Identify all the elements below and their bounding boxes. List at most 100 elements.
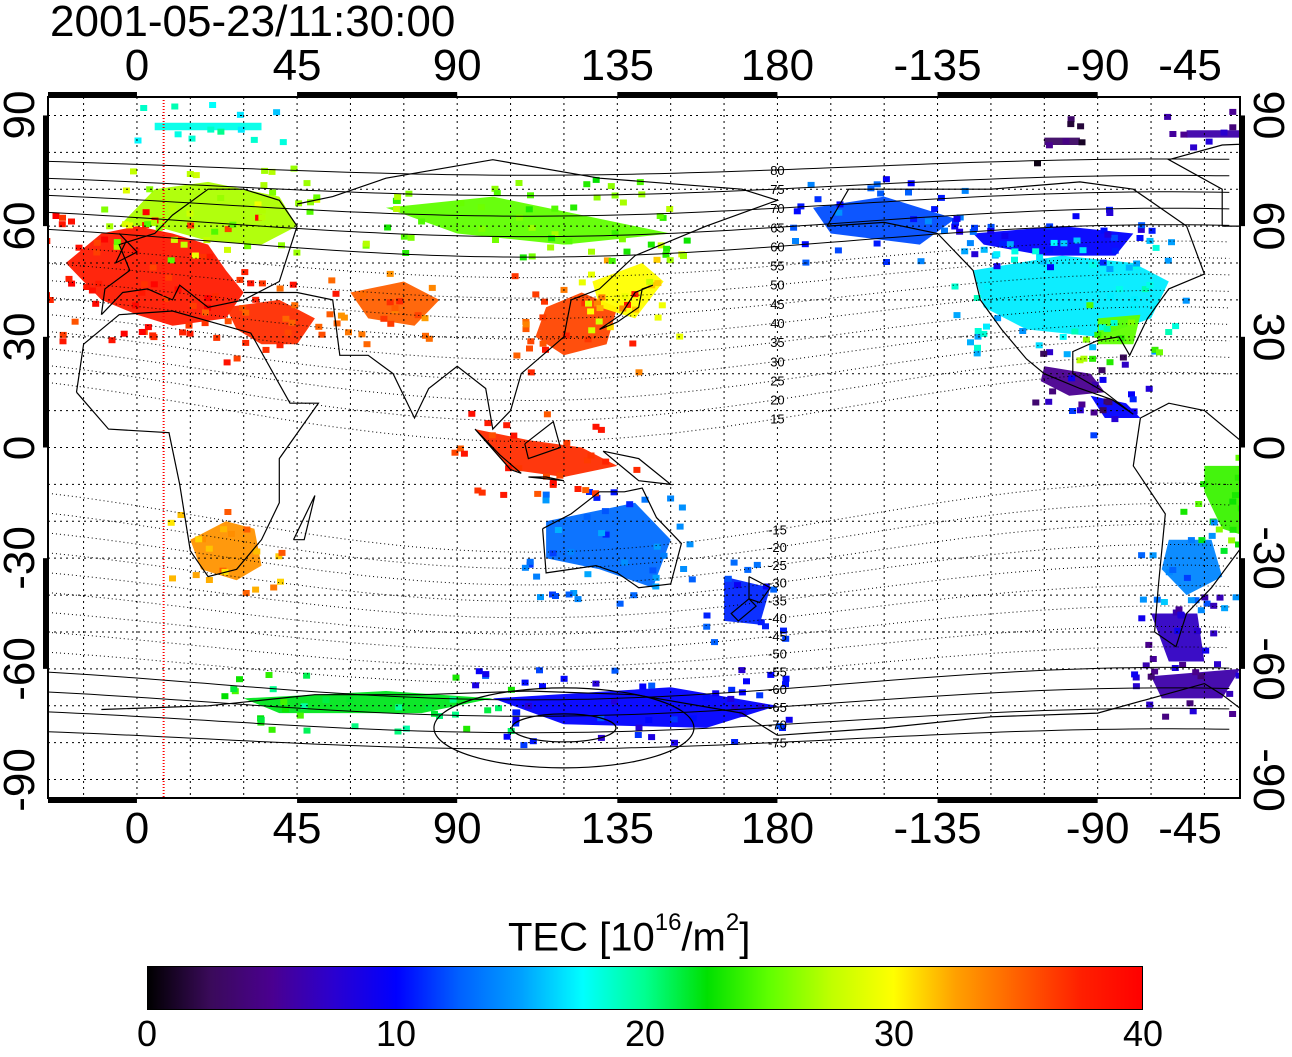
tec-sample [362,240,370,247]
tec-sample [396,298,404,305]
tec-sample [702,694,710,701]
tec-sample [639,683,647,690]
tec-sample [1099,376,1107,383]
map-plot: 80 75 70 65 60 55 50 45 40 35 30 25 20 15 -15 -20 -25 -30… [43,92,1245,803]
tec-sample [1235,672,1240,679]
tec-sample [683,237,691,244]
contour-label: -35 [768,593,787,608]
tec-sample [252,586,260,593]
contour-label: -15 [768,522,787,537]
tec-sample [542,497,550,504]
tec-sample [552,593,559,599]
tec-sample [905,189,912,196]
mlat-contour [48,605,1230,652]
left-latitude-label: -60 [0,637,44,701]
tec-sample [230,686,238,693]
tec-sample [654,280,662,287]
tec-sample [549,479,557,486]
coastline [748,576,772,604]
tec-sample [587,308,595,315]
tec-sample [937,194,945,201]
tec-sample [689,715,697,722]
tec-sample [188,135,196,142]
tec-sample [428,284,436,291]
tec-sample [52,213,60,219]
bottom-longitude-label: 0 [124,804,150,853]
tec-sample [582,487,590,494]
coastline [292,495,316,541]
contour-label: -30 [768,576,787,591]
tec-sample [199,253,207,260]
tec-sample [1192,669,1200,676]
tec-sample [585,300,592,307]
tec-sample [974,328,982,334]
tec-sample [71,318,79,325]
tec-sample [1197,607,1205,614]
tec-sample [570,590,578,596]
bottom-longitude-label: 135 [580,804,655,853]
tec-sample [630,592,638,599]
tec-sample [603,257,611,264]
tec-sample [322,697,330,704]
tec-sample [296,712,304,719]
tec-sample [425,704,432,711]
tec-sample [279,139,287,146]
tec-sample [1032,248,1040,255]
tec-sample [1138,552,1146,559]
tec-sample [646,278,654,285]
tec-sample [303,180,311,187]
tec-sample [170,236,178,243]
tec-sample [478,489,486,496]
tec-sample [150,281,158,288]
colorbar-tick-label: 40 [1122,1013,1164,1054]
tec-sample [186,210,194,217]
tec-sample [269,189,277,196]
tec-sample [265,672,273,678]
tec-sample [477,204,485,211]
tec-sample [542,491,550,498]
tec-sample [753,561,761,568]
frame-bar [297,92,458,97]
tec-sample [217,128,225,135]
tec-sample [1040,258,1048,265]
tec-sample [1072,213,1080,220]
tec-sample [548,235,556,242]
tec-sample [1139,596,1147,603]
tec-sample [204,295,212,302]
tec-sample [993,251,1001,258]
tec-sample [1148,227,1156,234]
tec-sample [521,564,529,571]
tec-sample [167,519,175,526]
tec-sample [1169,567,1177,573]
tec-sample [663,245,671,252]
tec-sample [456,445,464,452]
coastline [528,476,565,482]
tec-sample [1208,532,1216,539]
tec-sample [174,131,182,138]
frame-bar [937,92,1098,97]
top-longitude-label: 90 [432,41,482,90]
tec-sample [149,264,157,271]
tec-sample [793,208,801,215]
tec-sample [1210,519,1218,526]
tec-sample [738,667,746,674]
tec-sample [1174,627,1182,634]
tec-sample [1146,701,1154,708]
contour-label: 70 [770,201,784,216]
tec-sample [132,302,140,309]
tec-patch-arctic-low [1044,137,1080,145]
tec-sample [551,205,559,212]
tec-sample [209,102,217,108]
tec-sample [250,136,258,143]
tec-sample [223,359,231,366]
tec-sample [656,213,664,219]
tec-sample [570,204,578,211]
tec-sample [621,293,629,300]
mlat-contour [48,625,1230,668]
tec-sample [1228,537,1236,544]
tec-sample [284,329,292,336]
tec-patch-antarctic-peninsula [1151,668,1240,699]
tec-sample [1200,481,1208,488]
tec-sample [140,281,148,288]
tec-sample [281,706,289,713]
